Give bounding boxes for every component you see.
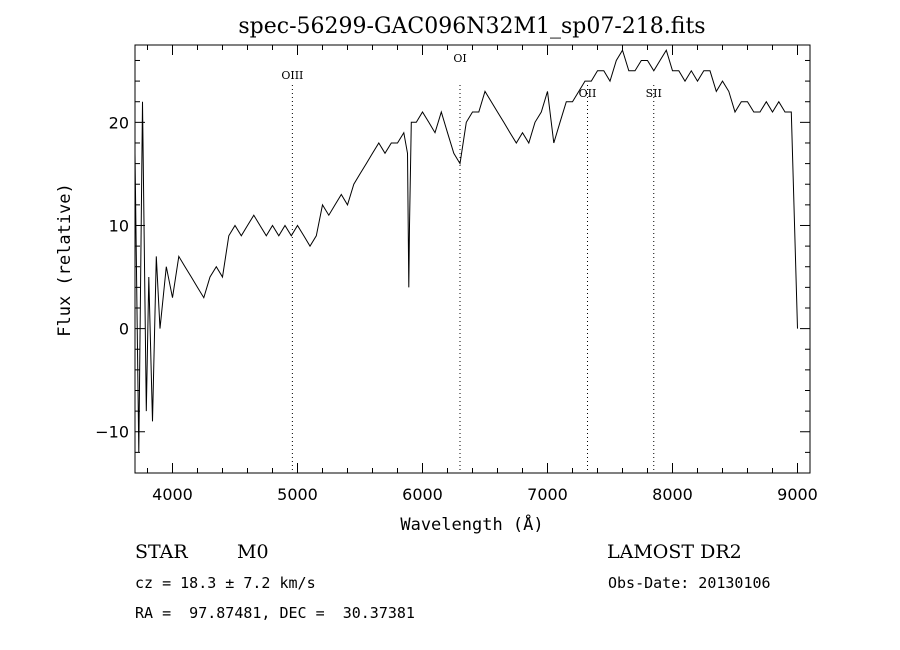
y-tick-label: 0 — [119, 320, 129, 339]
survey-name: LAMOST DR2 — [607, 541, 742, 563]
y-axis-label: Flux (relative) — [55, 183, 75, 337]
spectrum-series — [135, 48, 798, 453]
chart-title: spec-56299-GAC096N32M1_sp07-218.fits — [238, 14, 705, 39]
x-tick-label: 5000 — [277, 485, 318, 504]
line-label-oiii: OIII — [281, 69, 303, 82]
y-tick-label: −10 — [95, 423, 129, 442]
x-tick-label: 4000 — [152, 485, 193, 504]
spectrum-line — [135, 48, 798, 453]
x-tick-label: 9000 — [777, 485, 818, 504]
x-tick-label: 8000 — [652, 485, 693, 504]
x-tick-label: 7000 — [527, 485, 568, 504]
line-label-sii: SII — [646, 87, 662, 100]
axis-ticks: 4000 5000 6000 7000 8000 9000 −10 0 10 20 — [95, 45, 818, 504]
y-tick-label: 10 — [109, 216, 129, 235]
line-label-oi: OI — [453, 52, 466, 65]
plot-frame — [134, 44, 811, 474]
observation-date: Obs-Date: 20130106 — [608, 574, 771, 592]
emission-line-markers: OIII OI OII SII — [281, 52, 662, 473]
line-label-oii: OII — [579, 87, 597, 100]
object-subclass: M0 — [237, 541, 269, 563]
redshift-cz: cz = 18.3 ± 7.2 km/s — [135, 574, 316, 592]
ra-dec-coordinates: RA = 97.87481, DEC = 30.37381 — [135, 604, 415, 622]
x-tick-label: 6000 — [402, 485, 443, 504]
x-axis-label: Wavelength (Å) — [400, 513, 543, 535]
object-class: STAR — [135, 541, 188, 563]
y-tick-label: 20 — [109, 113, 129, 132]
